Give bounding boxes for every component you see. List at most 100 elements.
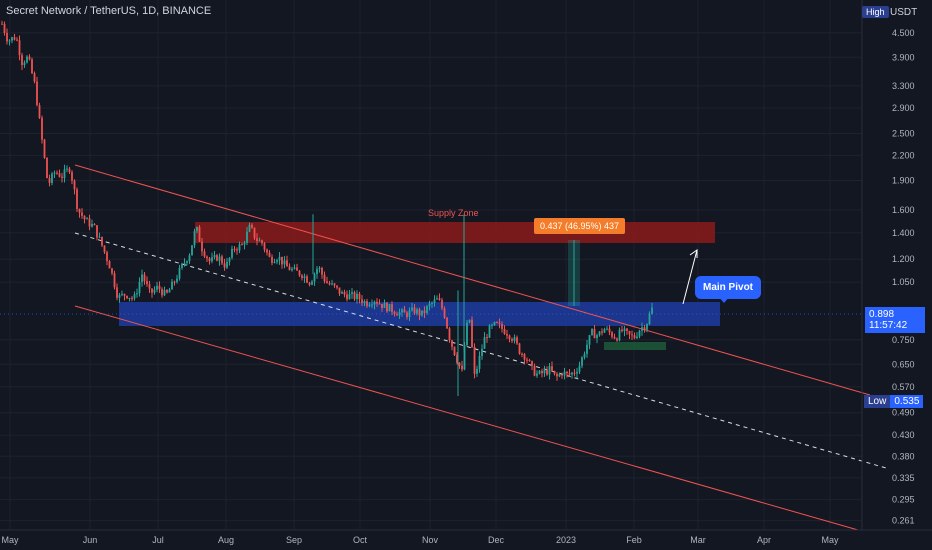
candle-body [641, 327, 643, 331]
candle-body [23, 62, 26, 66]
candle-body [103, 245, 106, 253]
candle-body [386, 302, 388, 312]
candle-body [163, 289, 166, 296]
candle-body [331, 283, 333, 285]
channel-lower-line[interactable] [74, 305, 859, 531]
candle-body [143, 274, 146, 282]
price-tick-label: 4.500 [892, 28, 915, 38]
candle-body [443, 308, 446, 318]
candle-body [318, 267, 321, 269]
candle-body [596, 335, 598, 339]
candle-body [573, 372, 576, 374]
candle-body [526, 359, 528, 361]
candle-body [173, 281, 176, 283]
candle-body [321, 267, 323, 275]
candle-body [211, 257, 213, 262]
candle-body [136, 293, 138, 295]
candle-body [176, 278, 178, 283]
candle-body [533, 365, 536, 376]
candle-body [391, 304, 393, 312]
channel-upper-line[interactable] [74, 164, 871, 396]
candle-body [553, 370, 556, 374]
candle-body [216, 255, 218, 261]
candle-body [116, 287, 118, 298]
countdown-timer: 11:57:42 [869, 320, 908, 331]
price-tick-label: 0.261 [892, 516, 915, 526]
candle-body [613, 336, 616, 339]
candle-body [63, 169, 66, 179]
candle-body [396, 313, 398, 316]
candle-body [41, 117, 43, 140]
candle-body [151, 288, 153, 293]
candle-body [8, 40, 11, 42]
candle-body [501, 324, 503, 329]
candle-body [643, 327, 646, 330]
candle-body [111, 268, 113, 274]
candle-body [591, 329, 593, 336]
candle-body [403, 309, 406, 313]
price-axis[interactable]: 4.500 3.900 3.300 2.900 2.500 2.200 1.900 1.600… [892, 28, 915, 526]
candle-body [471, 319, 473, 347]
candle-body [256, 238, 258, 242]
candle-body [458, 362, 461, 366]
low-value: 0.535 [890, 395, 924, 408]
candles [1, 20, 653, 397]
candle-body [381, 303, 383, 308]
candle-body [606, 328, 608, 330]
candle-body [478, 356, 481, 369]
supply-zone-rect[interactable] [195, 222, 715, 243]
candle-body [186, 261, 188, 263]
accumulation-box[interactable] [604, 342, 666, 350]
candle-body [418, 309, 421, 316]
candle-body [611, 332, 613, 337]
chart-title: Secret Network / TetherUS, 1D, BINANCE [6, 5, 212, 17]
main-pivot-callout[interactable]: Main Pivot [695, 276, 762, 299]
candle-body [646, 324, 648, 330]
candle-body [408, 310, 411, 318]
candle-body [196, 226, 198, 232]
candle-body [156, 285, 158, 290]
candle-body [91, 223, 93, 227]
candle-body [506, 334, 508, 336]
candle-body [416, 309, 418, 314]
price-tick-label: 2.200 [892, 150, 915, 160]
candle-body [266, 249, 268, 253]
candle-body [98, 236, 101, 238]
high-badge[interactable]: High [862, 6, 889, 18]
candle-body [626, 328, 628, 332]
candle-body [328, 283, 331, 285]
candle-body [13, 37, 16, 40]
up-arrow-line [682, 249, 698, 305]
up-arrow-head [689, 249, 698, 258]
candle-body [68, 168, 71, 173]
candle-body [106, 252, 108, 261]
candle-body [528, 359, 531, 362]
candle-body [488, 325, 491, 338]
candle-body [66, 168, 68, 170]
candle-body [378, 303, 381, 305]
candle-body [498, 322, 501, 325]
price-tick-label: 2.500 [892, 128, 915, 138]
candle-body [393, 311, 396, 314]
candle-body [571, 372, 573, 375]
candle-body [141, 274, 143, 283]
candle-body [281, 256, 283, 265]
candle-body [273, 261, 276, 263]
currency-label: USDT [890, 7, 918, 18]
candle-body [383, 302, 386, 308]
candle-body [311, 281, 313, 285]
candle-body [473, 346, 476, 374]
candle-body [376, 301, 378, 304]
candle-body [363, 301, 366, 304]
candle-body [283, 260, 286, 265]
candle-body [58, 173, 61, 177]
candle-body [566, 371, 568, 374]
time-tick-label: Feb [626, 535, 642, 545]
candle-body [43, 139, 46, 158]
candle-body [338, 287, 341, 294]
time-axis[interactable]: May Jun Jul Aug Sep Oct Nov Dec 2023 Feb Mar Apr May [1, 535, 839, 545]
candle-body [188, 255, 191, 262]
candle-body [181, 263, 183, 268]
